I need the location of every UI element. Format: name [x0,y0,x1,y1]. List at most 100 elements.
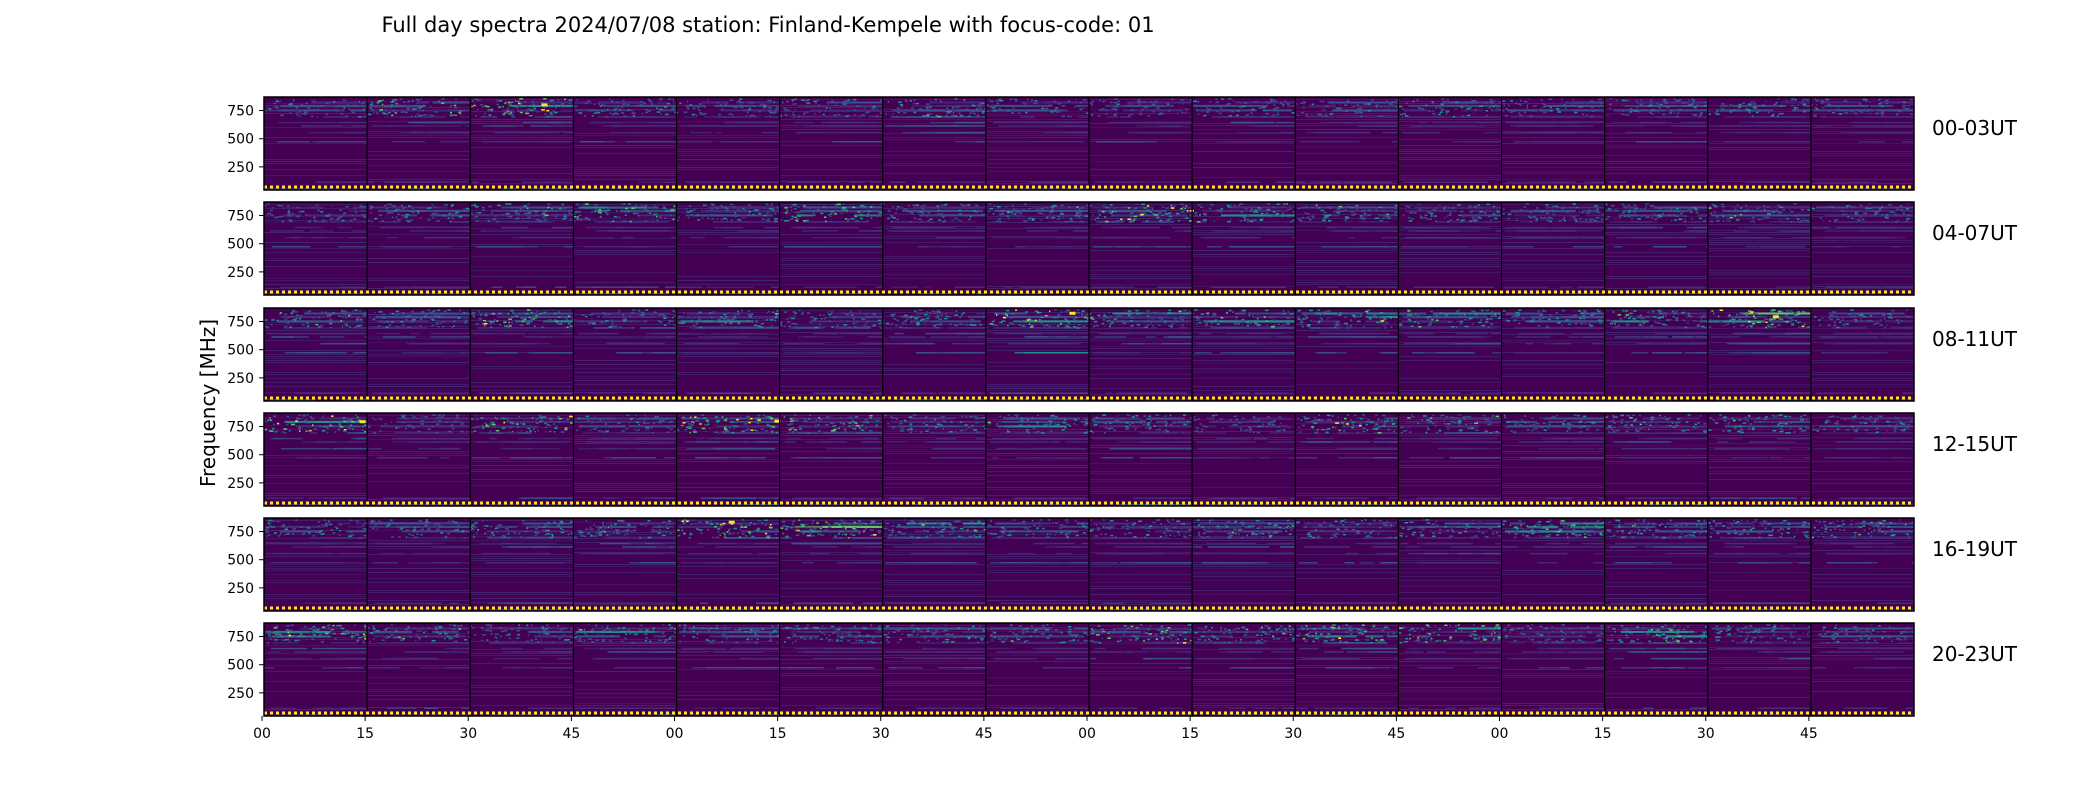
spectrum-panel [1501,203,1606,295]
spectrum-panel [779,309,885,401]
spectrum-panel [985,519,1089,611]
spectrum-panel [985,203,1089,295]
spectrum-panel [1192,519,1296,611]
spectrum-panel [367,309,471,401]
spectrum-panel [1398,98,1502,190]
spectrum-panel [264,309,368,401]
spectrum-panel [367,98,471,190]
spectrum-panel [1810,624,1914,716]
y-tick-label: 500 [227,343,254,359]
spectrum-panel [779,98,883,190]
x-tick-label: 00 [1491,726,1509,742]
row-frame [263,307,1915,402]
spectra-row-00-03UT: 250 500 750 00-03UT [227,96,2018,191]
spectrum-panel [470,414,574,506]
spectrum-panel [264,519,369,611]
spectrum-panel [985,624,1091,716]
spectrum-panel [367,203,471,295]
spectra-row-12-15UT: 250 500 750 12-15UT [227,412,2018,507]
spectrum-panel [882,203,988,295]
spectrum-panel [1089,414,1193,506]
spectrum-panel [1810,414,1914,506]
x-tick-label: 15 [1594,726,1612,742]
x-tick-label: 15 [1181,726,1199,742]
spectrum-panel [676,624,781,716]
x-tick-label: 00 [666,726,684,742]
spectrum-panel [1192,309,1296,401]
spectrum-panel [573,309,677,401]
spectrum-panel [470,624,574,716]
y-tick-label: 250 [227,265,254,281]
spectrum-panel [470,98,574,190]
spectrum-panel [985,98,1089,190]
spectrum-panel [676,309,780,401]
x-tick-label: 15 [769,726,787,742]
spectrum-panel [470,203,574,295]
spectrum-panel [676,519,780,611]
row-frame [263,517,1915,612]
spectrum-panel [1707,624,1811,716]
spectrum-panel [1089,98,1193,190]
y-tick-label: 500 [227,132,254,148]
spectrum-panel [1707,519,1812,611]
spectrum-panel [882,624,987,716]
y-tick-label: 500 [227,448,254,464]
x-tick-label: 15 [356,726,374,742]
spectra-row-08-11UT: 250 500 750 08-11UT [227,307,2018,402]
spectrum-panel [1501,624,1605,716]
spectrum-panel [1604,519,1708,611]
spectrum-panel [676,203,780,295]
spectrum-panel [1398,624,1502,716]
spectra-row-16-19UT: 250 500 750 16-19UT [227,517,2018,612]
x-tick-label: 00 [1078,726,1096,742]
spectrum-panel [1398,414,1502,506]
y-tick-label: 750 [227,420,254,436]
spectrum-panel [367,414,471,506]
spectrum-panel [779,624,883,716]
spectrum-panel [1707,203,1812,295]
spectrum-panel [676,414,781,506]
row-frame [263,96,1915,191]
row-label: 20-23UT [1932,642,2018,666]
spectrum-panel [367,519,471,611]
y-tick-label: 750 [227,525,254,541]
spectrum-panel [1604,309,1708,401]
spectrum-panel [1192,414,1296,506]
spectra-row-04-07UT: 250 500 750 04-07UT [227,201,2018,296]
row-label: 16-19UT [1932,537,2018,561]
spectrum-panel [264,99,368,190]
y-tick-label: 250 [227,581,254,597]
spectrum-panel [1604,414,1708,506]
spectrum-panel [1192,203,1296,295]
spectrum-panel [1192,625,1297,716]
spectrum-panel [1295,98,1400,190]
spectrum-panel [573,624,677,716]
spectrum-panel [1501,519,1606,611]
spectrum-panel [264,203,368,295]
spectrum-panel [573,519,677,611]
spectrum-panel [1295,414,1399,506]
x-axis: 00 15 30 45 00 15 30 45 00 15 30 45 00 15 30 45 [253,716,1818,742]
x-tick-label: 45 [1800,726,1818,742]
spectrum-panel [1192,98,1296,190]
spectrum-panel [573,98,679,190]
spectra-row-20-23UT: 250 500 750 20-23UT [227,622,2018,717]
x-tick-label: 45 [1387,726,1405,742]
x-tick-label: 30 [1697,726,1715,742]
x-tick-label: 30 [459,726,477,742]
spectrum-panel [1295,624,1399,716]
y-tick-label: 750 [227,104,254,120]
spectrum-panel [573,203,678,295]
y-tick-label: 250 [227,686,254,702]
spectrum-panel [1707,414,1811,506]
spectrum-panel [985,414,1090,506]
spectrum-panel [882,519,987,611]
spectrum-panel [470,309,575,401]
spectrum-panel [1707,98,1811,190]
spectrum-panel [1604,98,1708,190]
spectrum-panel [882,414,988,506]
spectrum-panel [779,414,883,506]
spectrum-panel [1089,203,1194,295]
y-tick-label: 750 [227,209,254,225]
y-tick-label: 250 [227,476,254,492]
